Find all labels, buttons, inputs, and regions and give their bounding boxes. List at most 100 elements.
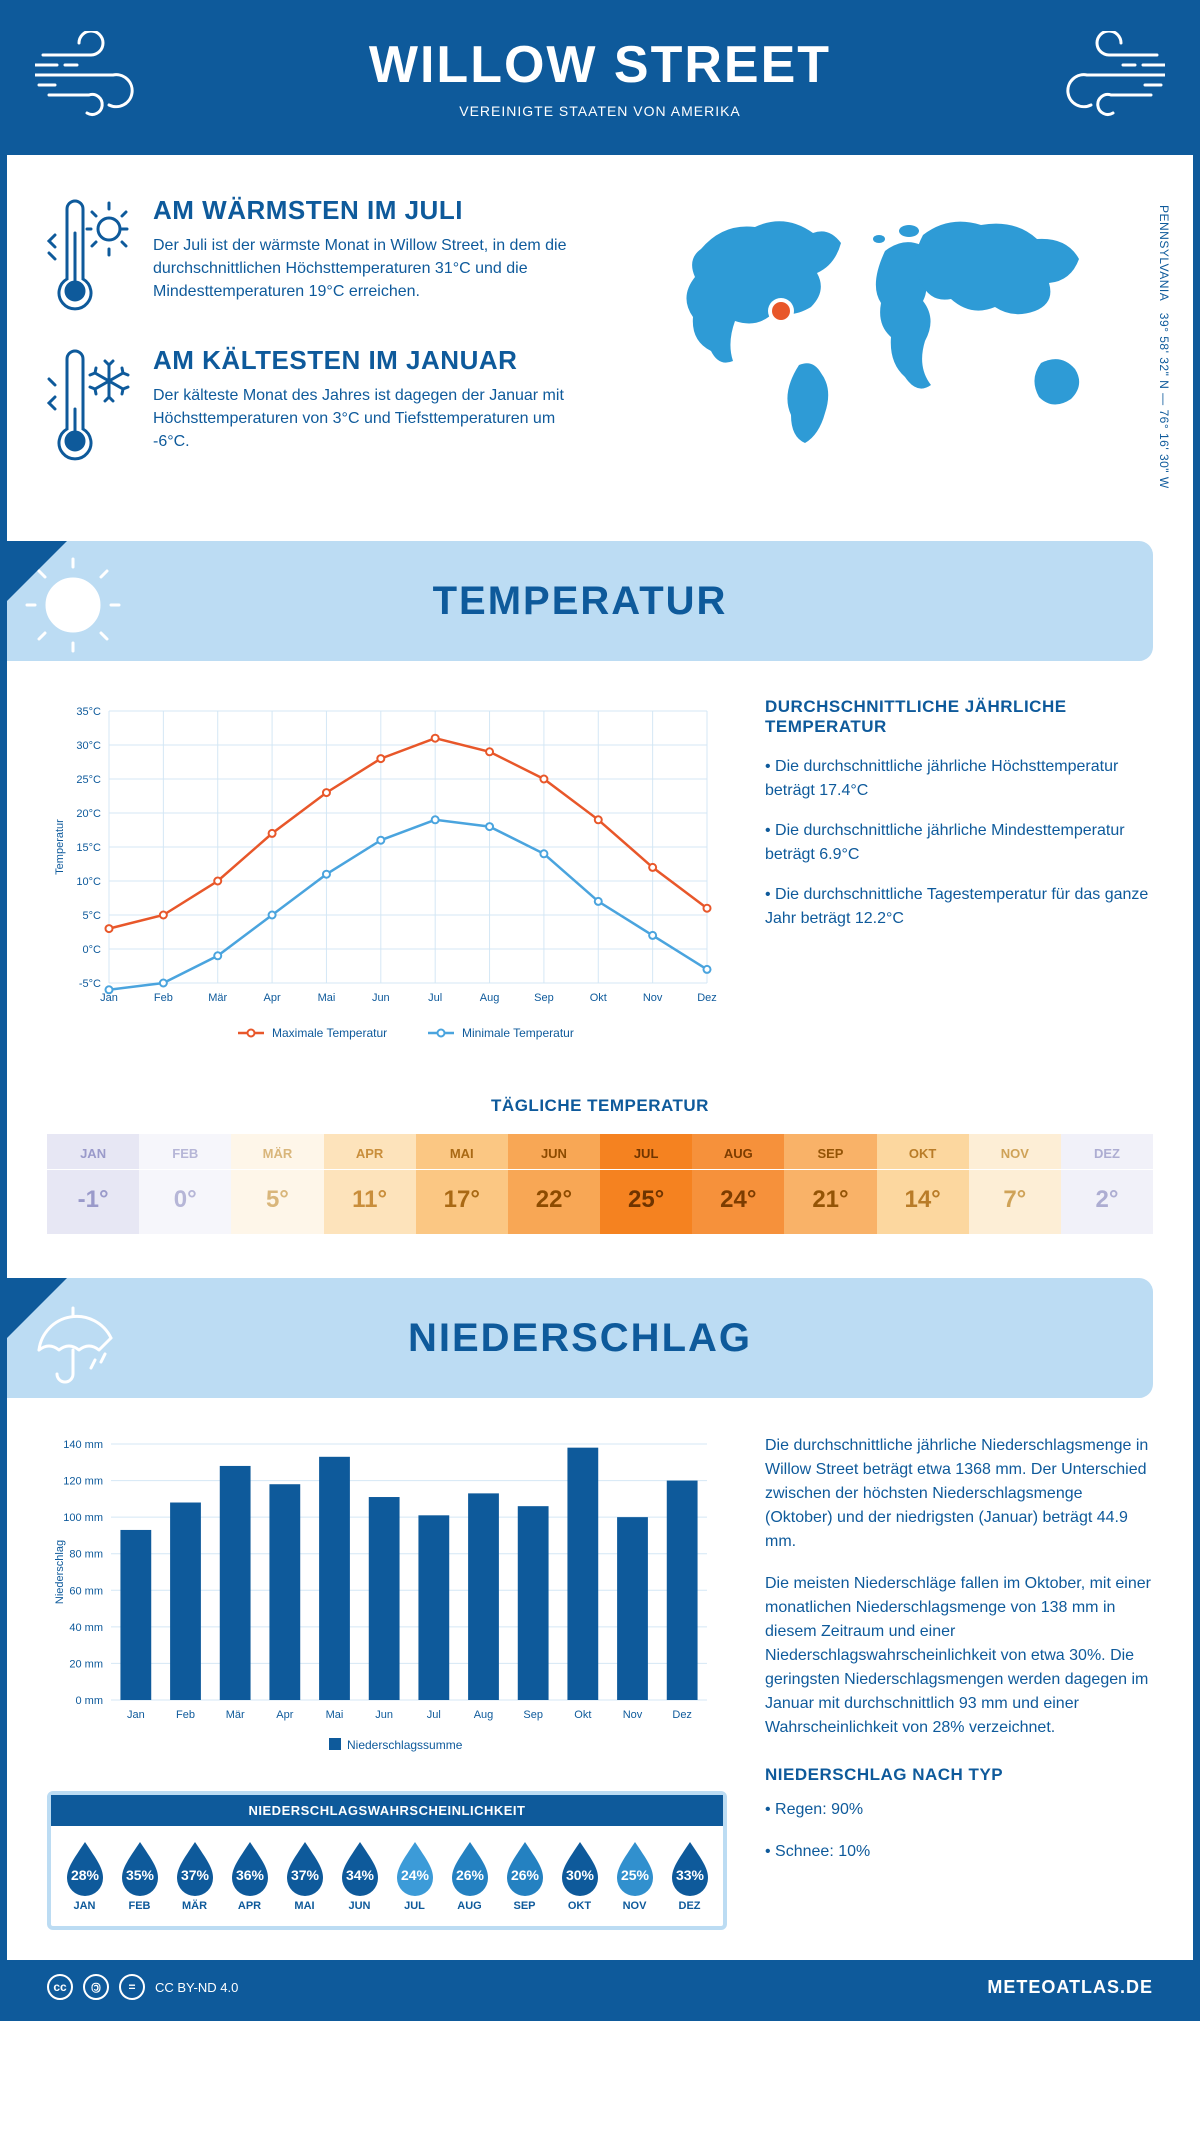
- svg-text:10°C: 10°C: [76, 876, 101, 888]
- intro-row: AM WÄRMSTEN IM JULI Der Juli ist der wär…: [7, 155, 1193, 531]
- precip-prob-heading: NIEDERSCHLAGSWAHRSCHEINLICHKEIT: [51, 1795, 723, 1826]
- temp-cell: JAN-1°: [47, 1134, 139, 1234]
- umbrella-icon: [25, 1294, 121, 1390]
- temp-cell: SEP21°: [784, 1134, 876, 1234]
- temperature-summary: DURCHSCHNITTLICHE JÄHRLICHE TEMPERATUR •…: [765, 697, 1153, 1062]
- svg-text:35°C: 35°C: [76, 706, 101, 718]
- by-icon: 🄯: [83, 1974, 109, 2000]
- svg-text:0°C: 0°C: [83, 944, 102, 956]
- page-subtitle: VEREINIGTE STAATEN VON AMERIKA: [27, 103, 1173, 119]
- coldest-fact: AM KÄLTESTEN IM JANUAR Der kälteste Mona…: [47, 345, 643, 465]
- footer: cc 🄯 = CC BY-ND 4.0 METEOATLAS.DE: [7, 1960, 1193, 2014]
- svg-text:Jul: Jul: [427, 1709, 441, 1721]
- coldest-title: AM KÄLTESTEN IM JANUAR: [153, 345, 593, 376]
- brand: METEOATLAS.DE: [987, 1977, 1153, 1998]
- precip-prob-drop: 25% NOV: [609, 1838, 660, 1912]
- svg-text:60 mm: 60 mm: [69, 1585, 103, 1597]
- svg-text:Minimale Temperatur: Minimale Temperatur: [462, 1026, 574, 1040]
- svg-text:120 mm: 120 mm: [63, 1476, 103, 1488]
- temp-summary-heading: DURCHSCHNITTLICHE JÄHRLICHE TEMPERATUR: [765, 697, 1153, 737]
- svg-text:40 mm: 40 mm: [69, 1622, 103, 1634]
- daily-temp-heading: TÄGLICHE TEMPERATUR: [47, 1096, 1153, 1116]
- svg-text:24%: 24%: [400, 1867, 429, 1883]
- svg-text:Jun: Jun: [372, 992, 390, 1004]
- svg-text:Okt: Okt: [574, 1709, 591, 1721]
- svg-text:35%: 35%: [125, 1867, 154, 1883]
- wind-icon: [35, 31, 165, 121]
- svg-text:15°C: 15°C: [76, 842, 101, 854]
- coldest-body: Der kälteste Monat des Jahres ist dagege…: [153, 384, 593, 454]
- svg-text:36%: 36%: [235, 1867, 264, 1883]
- svg-text:Mai: Mai: [326, 1709, 344, 1721]
- svg-text:5°C: 5°C: [83, 910, 102, 922]
- temp-cell: JUL25°: [600, 1134, 692, 1234]
- precip-prob-drop: 36% APR: [224, 1838, 275, 1912]
- svg-text:30%: 30%: [565, 1867, 594, 1883]
- svg-text:Apr: Apr: [276, 1709, 293, 1721]
- temperature-banner: TEMPERATUR: [7, 541, 1153, 661]
- precip-bar-chart: 0 mm20 mm40 mm60 mm80 mm100 mm120 mm140 …: [47, 1434, 727, 1769]
- svg-text:Maximale Temperatur: Maximale Temperatur: [272, 1026, 387, 1040]
- header: WILLOW STREET VEREINIGTE STAATEN VON AME…: [7, 7, 1193, 155]
- page-title: WILLOW STREET: [27, 35, 1173, 95]
- thermometer-snow-icon: [47, 345, 131, 465]
- temperature-heading: TEMPERATUR: [433, 579, 728, 624]
- precip-prob-drop: 33% DEZ: [664, 1838, 715, 1912]
- precip-banner: NIEDERSCHLAG: [7, 1278, 1153, 1398]
- svg-text:26%: 26%: [455, 1867, 484, 1883]
- wind-icon: [1035, 31, 1165, 121]
- svg-text:26%: 26%: [510, 1867, 539, 1883]
- svg-text:37%: 37%: [290, 1867, 319, 1883]
- svg-text:Niederschlagssumme: Niederschlagssumme: [347, 1738, 463, 1752]
- svg-text:28%: 28%: [70, 1867, 99, 1883]
- warmest-fact: AM WÄRMSTEN IM JULI Der Juli ist der wär…: [47, 195, 643, 315]
- temp-cell: FEB0°: [139, 1134, 231, 1234]
- thermometer-sun-icon: [47, 195, 131, 315]
- precip-prob-drop: 26% AUG: [444, 1838, 495, 1912]
- svg-text:Temperatur: Temperatur: [54, 819, 66, 875]
- svg-text:20°C: 20°C: [76, 808, 101, 820]
- precip-prob-drop: 26% SEP: [499, 1838, 550, 1912]
- cc-icon: cc: [47, 1974, 73, 2000]
- svg-text:Mai: Mai: [318, 992, 336, 1004]
- svg-text:Aug: Aug: [474, 1709, 494, 1721]
- precip-probability-box: NIEDERSCHLAGSWAHRSCHEINLICHKEIT 28% JAN …: [47, 1791, 727, 1930]
- svg-text:Nov: Nov: [643, 992, 663, 1004]
- temp-cell: OKT14°: [877, 1134, 969, 1234]
- precip-prob-drop: 28% JAN: [59, 1838, 110, 1912]
- svg-text:-5°C: -5°C: [79, 978, 101, 990]
- temp-cell: AUG24°: [692, 1134, 784, 1234]
- temp-cell: NOV7°: [969, 1134, 1061, 1234]
- svg-text:Jan: Jan: [127, 1709, 145, 1721]
- svg-text:Dez: Dez: [672, 1709, 692, 1721]
- precip-prob-drop: 37% MAI: [279, 1838, 330, 1912]
- svg-text:37%: 37%: [180, 1867, 209, 1883]
- precip-prob-drop: 37% MÄR: [169, 1838, 220, 1912]
- precip-summary: Die durchschnittliche jährliche Niedersc…: [765, 1434, 1153, 1930]
- world-map: PENNSYLVANIA 39° 58' 32" N — 76° 16' 30"…: [673, 195, 1153, 495]
- precip-heading: NIEDERSCHLAG: [408, 1316, 752, 1361]
- svg-text:Feb: Feb: [176, 1709, 195, 1721]
- svg-text:Aug: Aug: [480, 992, 500, 1004]
- svg-text:Apr: Apr: [264, 992, 281, 1004]
- svg-text:Sep: Sep: [534, 992, 554, 1004]
- svg-text:33%: 33%: [675, 1867, 704, 1883]
- temp-cell: DEZ2°: [1061, 1134, 1153, 1234]
- svg-text:Okt: Okt: [590, 992, 607, 1004]
- svg-text:0 mm: 0 mm: [76, 1695, 104, 1707]
- svg-text:Jul: Jul: [428, 992, 442, 1004]
- temp-cell: APR11°: [324, 1134, 416, 1234]
- svg-text:Feb: Feb: [154, 992, 173, 1004]
- svg-text:25°C: 25°C: [76, 774, 101, 786]
- svg-text:Jun: Jun: [375, 1709, 393, 1721]
- svg-text:Mär: Mär: [208, 992, 227, 1004]
- svg-text:Mär: Mär: [226, 1709, 245, 1721]
- svg-text:20 mm: 20 mm: [69, 1658, 103, 1670]
- svg-text:34%: 34%: [345, 1867, 374, 1883]
- temperature-line-chart: -5°C0°C5°C10°C15°C20°C25°C30°C35°CJanFeb…: [47, 697, 727, 1062]
- license: cc 🄯 = CC BY-ND 4.0: [47, 1974, 238, 2000]
- svg-text:Dez: Dez: [697, 992, 717, 1004]
- temp-cell: JUN22°: [508, 1134, 600, 1234]
- daily-temperature-table: TÄGLICHE TEMPERATUR JAN-1°FEB0°MÄR5°APR1…: [7, 1096, 1193, 1234]
- precip-prob-drop: 24% JUL: [389, 1838, 440, 1912]
